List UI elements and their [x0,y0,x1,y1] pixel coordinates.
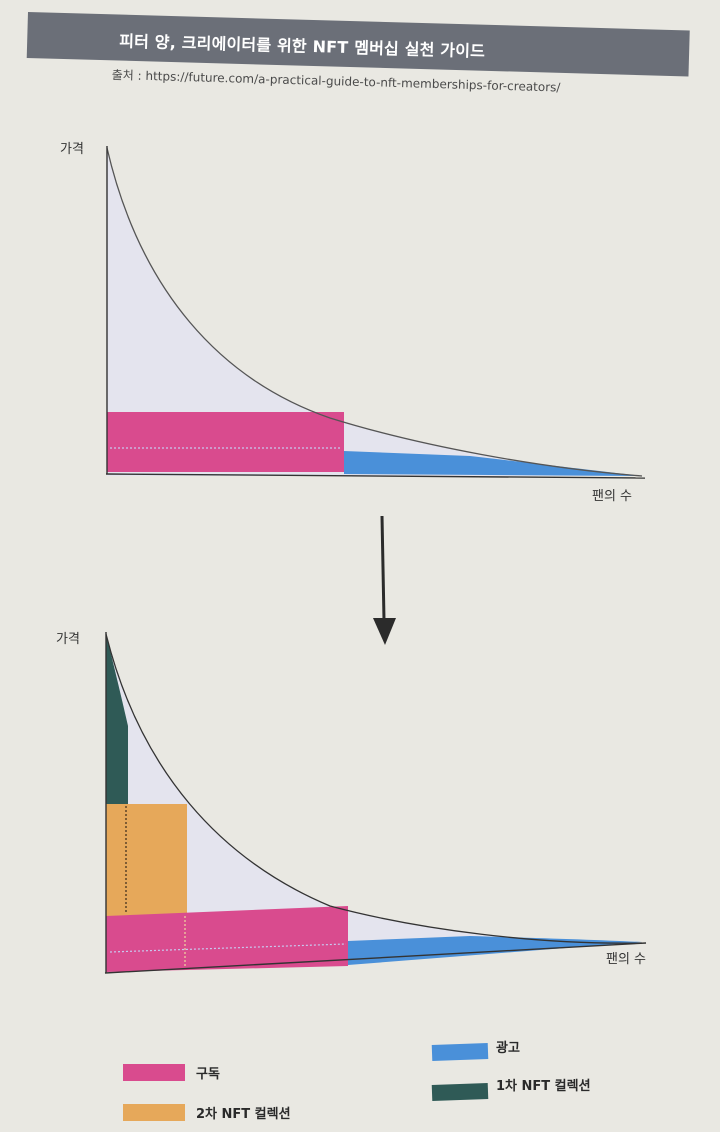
top-subscription-block [107,412,344,472]
legend-item-ads: 광고 [431,1041,520,1061]
top-diagram: 가격 팬의 수 [60,142,646,504]
top-y-axis-label: 가격 [60,142,84,157]
legend: 구독 2차 NFT 컬렉션 광고 1차 NFT 컬렉션 [123,1041,591,1122]
top-x-axis [105,473,646,479]
top-x-axis-label: 팬의 수 [592,489,632,504]
legend-label-ads: 광고 [496,1041,520,1056]
top-demand-area [107,148,642,476]
bottom-diagram: 가격 팬의 수 [56,632,647,974]
bottom-x-axis-label: 팬의 수 [606,952,646,967]
bottom-y-axis-label: 가격 [56,632,80,647]
bottom-nft2-block [106,804,187,916]
bottom-demand-area [106,634,642,972]
legend-swatch-nft1 [431,1083,489,1101]
legend-label-nft2: 2차 NFT 컬렉션 [196,1106,291,1122]
bottom-subscription-block [106,906,348,972]
top-ads-block [344,451,642,476]
legend-label-subscription: 구독 [196,1067,220,1082]
bottom-x-axis [104,942,647,974]
down-arrow-icon [373,515,396,645]
top-demand-curve [106,147,643,477]
legend-item-nft2: 2차 NFT 컬렉션 [123,1104,291,1122]
legend-swatch-nft2 [123,1104,185,1121]
bottom-demand-curve [105,633,643,944]
legend-item-subscription: 구독 [123,1064,220,1082]
bottom-ads-block [348,936,642,965]
bottom-subscription-dotted-h [109,943,347,953]
bottom-nft1-block [106,634,128,804]
legend-label-nft1: 1차 NFT 컬렉션 [496,1078,591,1094]
legend-item-nft1: 1차 NFT 컬렉션 [431,1078,591,1101]
legend-swatch-ads [431,1043,489,1061]
legend-swatch-subscription [123,1064,185,1081]
